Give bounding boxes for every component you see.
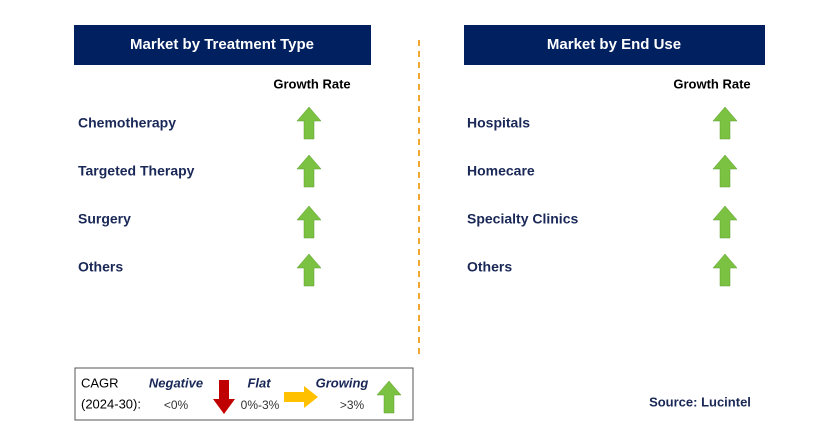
growth-arrow — [296, 253, 322, 287]
panel-title: Market by Treatment Type — [130, 36, 314, 53]
growth-arrow — [712, 253, 738, 287]
growth-arrow — [296, 205, 322, 239]
column-header: Growth Rate — [273, 76, 350, 91]
source: Source: Lucintel — [649, 394, 751, 409]
row-label: Homecare — [467, 163, 535, 179]
legend-item-range: >3% — [340, 398, 365, 412]
growth-arrow — [296, 154, 322, 188]
column-header: Growth Rate — [673, 76, 750, 91]
legend-item-range: 0%-3% — [241, 398, 280, 412]
legend-label: (2024-30): — [81, 396, 141, 411]
row-label: Specialty Clinics — [467, 211, 578, 227]
flat-arrow — [284, 386, 318, 408]
panel-title: Market by End Use — [547, 36, 681, 53]
row-label: Targeted Therapy — [78, 163, 195, 179]
growth-arrow — [296, 106, 322, 140]
panel-header — [464, 25, 765, 65]
legend-item-name: Growing — [316, 375, 369, 390]
legend-item-range: <0% — [164, 398, 189, 412]
growth-arrow — [712, 205, 738, 239]
growth-arrow — [712, 154, 738, 188]
row-label: Others — [78, 259, 123, 275]
legend-item-name: Flat — [247, 375, 271, 390]
growth-arrow — [712, 106, 738, 140]
row-label: Surgery — [78, 211, 131, 227]
row-label: Others — [467, 259, 512, 275]
legend-item-name: Negative — [149, 375, 203, 390]
panel-header — [74, 25, 371, 65]
legend-box — [74, 367, 414, 421]
negative-arrow — [213, 380, 235, 414]
row-label: Chemotherapy — [78, 115, 176, 131]
legend-label: CAGR — [81, 375, 119, 390]
row-label: Hospitals — [467, 115, 530, 131]
